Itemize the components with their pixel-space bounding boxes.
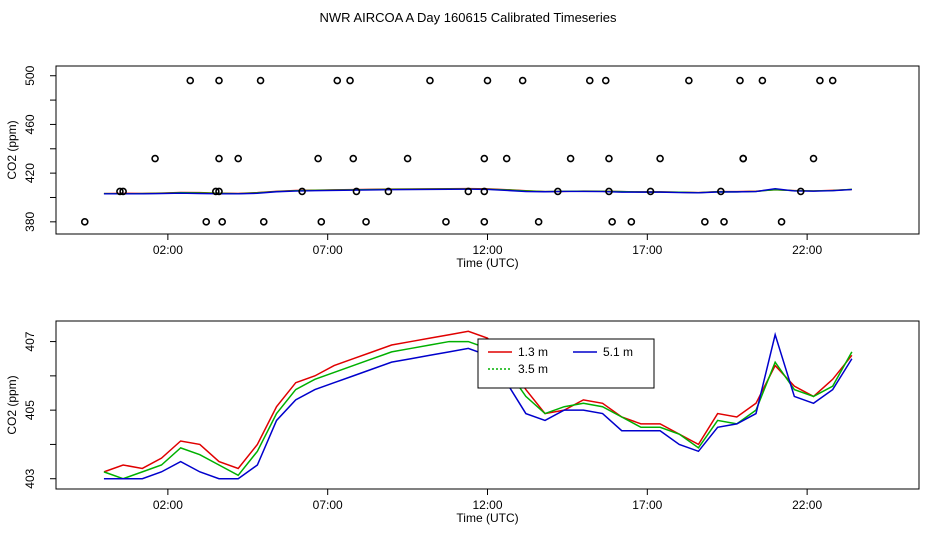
legend: 1.3 m 5.1 m 3.5 m <box>477 338 655 389</box>
flag-point <box>218 218 227 226</box>
y-tick-label: 403 <box>23 468 37 488</box>
flag-point <box>627 218 636 226</box>
flag-point <box>608 218 616 226</box>
flag-point <box>464 187 473 196</box>
flag-point <box>442 218 450 226</box>
flag-point <box>256 76 265 85</box>
flag-point <box>119 187 127 196</box>
flag-point <box>116 187 124 196</box>
x-axis-label: Time (UTC) <box>456 511 518 525</box>
x-tick-label: 17:00 <box>632 498 662 512</box>
y-axis-label: CO2 (ppm) <box>5 120 19 179</box>
x-tick-label: 02:00 <box>153 498 183 512</box>
x-tick-label: 12:00 <box>472 498 502 512</box>
flag-point <box>720 218 728 226</box>
flag-point <box>585 76 594 85</box>
y-tick-label: 407 <box>23 331 37 351</box>
legend-label: 3.5 m <box>518 362 548 376</box>
flag-point <box>701 218 709 226</box>
flag-point <box>605 154 613 163</box>
legend-box <box>477 338 655 389</box>
flag-point <box>314 154 322 163</box>
flag-point <box>298 187 306 196</box>
flag-point <box>480 187 489 196</box>
x-tick-label: 07:00 <box>313 498 343 512</box>
flag-point <box>234 154 242 163</box>
y-tick-label: 460 <box>23 114 37 134</box>
flag-point <box>796 187 805 196</box>
legend-label: 5.1 m <box>603 345 633 359</box>
flag-point <box>685 76 693 85</box>
flag-point <box>202 218 211 226</box>
flag-point <box>518 76 527 85</box>
y-tick-label: 420 <box>23 163 37 183</box>
plot-frame <box>55 65 920 235</box>
legend-label: 1.3 m <box>518 345 548 359</box>
flag-point <box>480 154 489 163</box>
flag-point <box>502 154 511 163</box>
x-tick-label: 22:00 <box>792 498 822 512</box>
flag-point <box>259 218 268 226</box>
flag-point <box>828 76 837 85</box>
chart-title: NWR AIRCOA A Day 160615 Calibrated Times… <box>320 10 617 25</box>
flag-point <box>605 187 613 196</box>
flag-point <box>349 154 358 163</box>
flags-panel: 02:00 07:00 12:00 17:00 22:00 Time (UTC) 380 42… <box>5 65 920 270</box>
series-line-1-3-m <box>103 330 853 473</box>
flag-point <box>736 76 744 85</box>
series-line-5-1-m <box>103 188 852 195</box>
flag-point <box>601 76 610 85</box>
flag-point <box>717 187 725 196</box>
flag-point <box>384 187 393 196</box>
flag-point <box>215 154 223 163</box>
x-tick-label: 22:00 <box>792 243 822 257</box>
flag-point <box>739 154 748 163</box>
flag-point <box>816 76 824 85</box>
flag-point <box>212 187 220 196</box>
flag-point <box>362 218 370 226</box>
flag-point <box>151 154 159 163</box>
flag-point <box>317 218 326 226</box>
flag-point <box>346 76 354 85</box>
flag-point <box>483 76 492 85</box>
flag-point <box>809 154 818 163</box>
flag-point <box>80 218 89 226</box>
flag-point <box>656 154 664 163</box>
y-tick-label: 500 <box>23 65 37 85</box>
flag-point <box>215 76 223 85</box>
flag-point <box>186 76 195 85</box>
y-tick-label: 380 <box>23 211 37 231</box>
x-tick-label: 07:00 <box>313 243 343 257</box>
flag-point <box>480 218 489 226</box>
flag-point <box>534 218 543 226</box>
flag-point <box>566 154 575 163</box>
y-tick-label: 405 <box>23 400 37 420</box>
flag-point <box>758 76 767 85</box>
flag-point <box>333 76 342 85</box>
flag-point <box>352 187 361 196</box>
x-tick-label: 17:00 <box>632 243 662 257</box>
flag-point <box>646 187 655 196</box>
x-tick-label: 12:00 <box>472 243 502 257</box>
flag-point <box>403 154 412 163</box>
flag-point <box>554 187 562 196</box>
y-axis-label: CO2 (ppm) <box>5 375 19 434</box>
x-tick-label: 02:00 <box>153 243 183 257</box>
x-axis-label: Time (UTC) <box>456 256 518 270</box>
timeseries-panel: 02:00 07:00 12:00 17:00 22:00 Time (UTC) 403 40… <box>5 320 920 525</box>
flag-point <box>215 187 223 196</box>
flag-point <box>426 76 434 85</box>
flag-point <box>777 218 786 226</box>
